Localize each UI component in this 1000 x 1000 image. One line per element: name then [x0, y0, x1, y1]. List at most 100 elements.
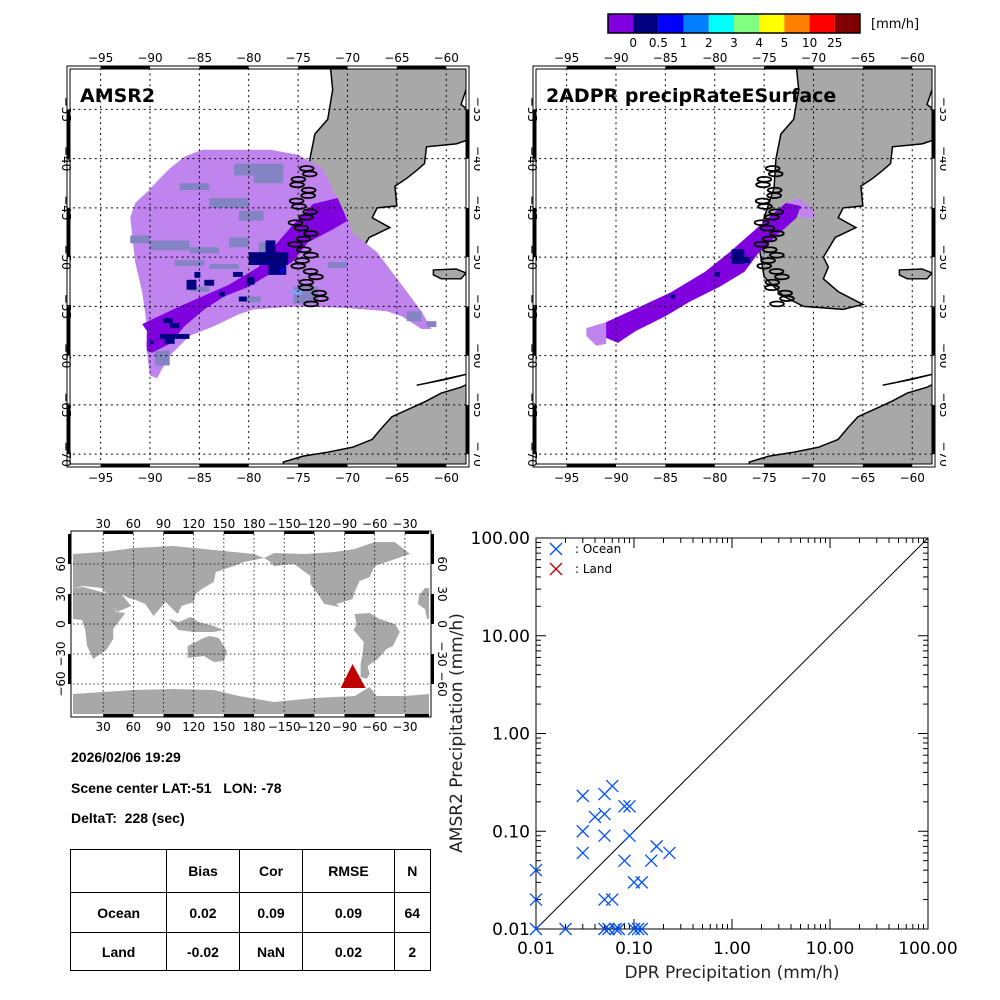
lon-tick-label-top: −150 — [268, 517, 301, 531]
cell: -0.02 — [166, 932, 240, 971]
lat-tick-label-left: −65 — [525, 392, 539, 417]
lon-tick-label-top: −70 — [801, 51, 826, 65]
x-mark-stroke — [635, 922, 649, 936]
precip-cell-navy — [169, 323, 180, 329]
precip-cell-navy — [159, 333, 190, 339]
precip-cell-navy — [248, 252, 289, 266]
x-mark-stroke — [635, 875, 649, 889]
coastline-fjord — [313, 295, 329, 302]
lon-tick-label-top: −65 — [384, 51, 409, 65]
south-shetland-islands — [882, 373, 932, 386]
lon-tick-label-bottom: −60 — [362, 720, 387, 734]
frame-tick-bar — [764, 464, 814, 467]
frame-tick-bar — [68, 534, 71, 564]
cell: NaN — [238, 932, 304, 971]
colorbar-tick-label: 0 — [629, 36, 637, 50]
x-mark-stroke — [635, 875, 649, 889]
x-mark-stroke — [609, 922, 623, 936]
frame-tick-bar — [431, 534, 434, 564]
frame-tick-bar — [344, 714, 375, 717]
x-mark-stroke — [529, 922, 543, 936]
precip-cell-navy — [238, 296, 247, 302]
south-shetland-islands — [416, 373, 466, 386]
x-mark-stroke — [549, 562, 563, 576]
lon-tick-label-bottom: −60 — [900, 471, 925, 485]
coastline-fjord — [769, 251, 785, 259]
coastline-fjord — [769, 300, 785, 308]
lon-tick-label-bottom: −70 — [335, 471, 360, 485]
coastline-fjord — [303, 230, 319, 237]
lat-tick-label-right: −35 — [937, 97, 946, 122]
cell: 64 — [393, 892, 432, 933]
precip-cell-grayblue — [149, 240, 190, 251]
frame-tick-bar — [862, 66, 913, 69]
lat-tick-label-left: −45 — [525, 195, 539, 220]
lon-tick-label-top: 60 — [126, 517, 141, 531]
x-mark-stroke — [644, 854, 658, 868]
frame-tick-bar — [932, 109, 935, 159]
precip-cell-navy — [744, 257, 751, 264]
stats-table: Bias Cor RMSE N Ocean 0.02 0.09 0.09 64 … — [69, 849, 432, 971]
frame-tick-bar — [466, 404, 469, 455]
x-mark-stroke — [605, 779, 619, 793]
x-mark-stroke — [623, 829, 636, 843]
data-point-ocean — [602, 922, 616, 936]
lon-tick-label-top: −80 — [236, 51, 261, 65]
cell: 0.02 — [302, 932, 395, 971]
data-point-ocean — [631, 922, 645, 936]
lat-tick-label-left: −55 — [59, 294, 73, 319]
lon-tick-label-bottom: −95 — [88, 471, 113, 485]
lat-tick-label-right: −35 — [471, 97, 480, 122]
y-tick-label: 0.10 — [492, 822, 530, 842]
header-n: N — [393, 849, 432, 893]
frame-tick-bar — [396, 464, 447, 467]
precip-cell-navy — [164, 338, 175, 344]
precip-cell-grayblue — [426, 321, 437, 328]
frame-tick-bar — [932, 404, 935, 455]
colorbar-tick-label: 5 — [781, 36, 789, 50]
x-mark-stroke — [588, 810, 602, 824]
lon-tick-label-top: −30 — [392, 517, 417, 531]
one-to-one-line — [535, 537, 929, 930]
world-location-map: 303060609090120120150150180180−150−150−1… — [54, 517, 449, 734]
precip-cell-lightblue — [292, 289, 303, 295]
delta-t-text: DeltaT: 228 (sec) — [71, 810, 185, 826]
coastline-fjord — [289, 181, 305, 189]
table-header-row: Bias Cor RMSE N — [69, 849, 432, 893]
precip-cell-grayblue — [245, 296, 261, 303]
coastline-fjord — [769, 230, 785, 237]
lat-tick-label-right: 0 — [435, 620, 449, 628]
table-row-land: Land -0.02 NaN 0.02 2 — [69, 932, 432, 971]
colorbar-swatch — [759, 14, 785, 33]
x-mark-stroke — [529, 893, 543, 907]
frame-tick-bar — [566, 66, 616, 69]
south-america-land — [353, 613, 400, 679]
lat-tick-label-left: 0 — [54, 620, 68, 628]
lon-tick-label-top: −85 — [187, 51, 212, 65]
coastline-fjord — [287, 219, 304, 227]
lat-tick-label-right: −55 — [471, 294, 480, 319]
lat-tick-label-left: −35 — [525, 97, 539, 122]
precip-cell-navy — [194, 271, 201, 278]
lon-tick-label-top: −60 — [900, 51, 925, 65]
coastline-fjord — [766, 192, 782, 199]
coastline-fjord — [774, 273, 790, 281]
amsr2-map: −95 −95 −90 −90 −85 −85 −80 −80 −75 −75 −70 −70 −65 −… — [59, 51, 480, 485]
lat-tick-label-left: −70 — [59, 441, 73, 466]
frame-tick-bar — [103, 531, 134, 534]
data-point-ocean — [598, 787, 611, 801]
frame-tick-bar — [533, 109, 536, 159]
x-mark-stroke — [598, 893, 611, 907]
cell: 0.09 — [302, 892, 395, 933]
colorbar-swatch — [834, 14, 860, 33]
lon-tick-label-bottom: −85 — [187, 471, 212, 485]
frame-tick-bar — [396, 66, 447, 69]
precip-cell-navy — [670, 294, 676, 299]
frame-tick-bar — [199, 464, 249, 467]
map-title: AMSR2 — [80, 85, 155, 107]
coastline-fjord — [753, 240, 769, 248]
frame-tick-bar — [404, 714, 429, 717]
map-inner-frame — [535, 68, 933, 465]
lat-tick-label-left: −60 — [525, 343, 539, 368]
